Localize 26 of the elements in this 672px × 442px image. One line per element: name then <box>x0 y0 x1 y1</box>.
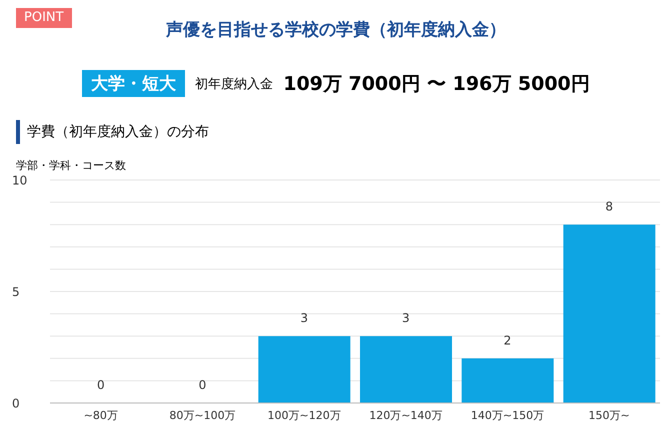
data-label: 3 <box>402 311 410 326</box>
text: 109万 7000円 〜 196万 5000円 <box>283 72 590 96</box>
data-label: 2 <box>504 333 512 348</box>
x-tick-label: 140万~150万 <box>470 408 544 422</box>
text: 大学・短大 <box>82 70 186 97</box>
x-tick-label: 100万~120万 <box>268 408 341 422</box>
y-axis-title: 学部・学科・コース数 <box>16 158 126 173</box>
data-label: 0 <box>97 378 105 392</box>
y-tick-label: 10 <box>12 173 28 188</box>
bar <box>258 336 350 403</box>
data-label: 0 <box>198 378 206 392</box>
text: 初年度納入金 <box>195 76 274 92</box>
chart-title: 声優を目指せる学校の学費（初年度納入金） <box>166 20 506 40</box>
y-tick-label: 0 <box>12 396 20 410</box>
x-tick-label: 120万~140万 <box>369 408 442 422</box>
bar <box>563 224 656 403</box>
y-tick-label: 5 <box>12 284 20 299</box>
x-tick-label: 150万~ <box>588 408 630 422</box>
data-label: 3 <box>300 311 308 326</box>
badge: POINT <box>16 8 72 28</box>
bar <box>360 336 452 403</box>
bar <box>462 358 554 403</box>
x-tick-label: ~80万 <box>84 408 118 422</box>
data-label: 8 <box>605 200 613 214</box>
chart-subtitle: 学費（初年度納入金）の分布 <box>16 120 209 144</box>
x-tick-label: 80万~100万 <box>169 408 236 422</box>
